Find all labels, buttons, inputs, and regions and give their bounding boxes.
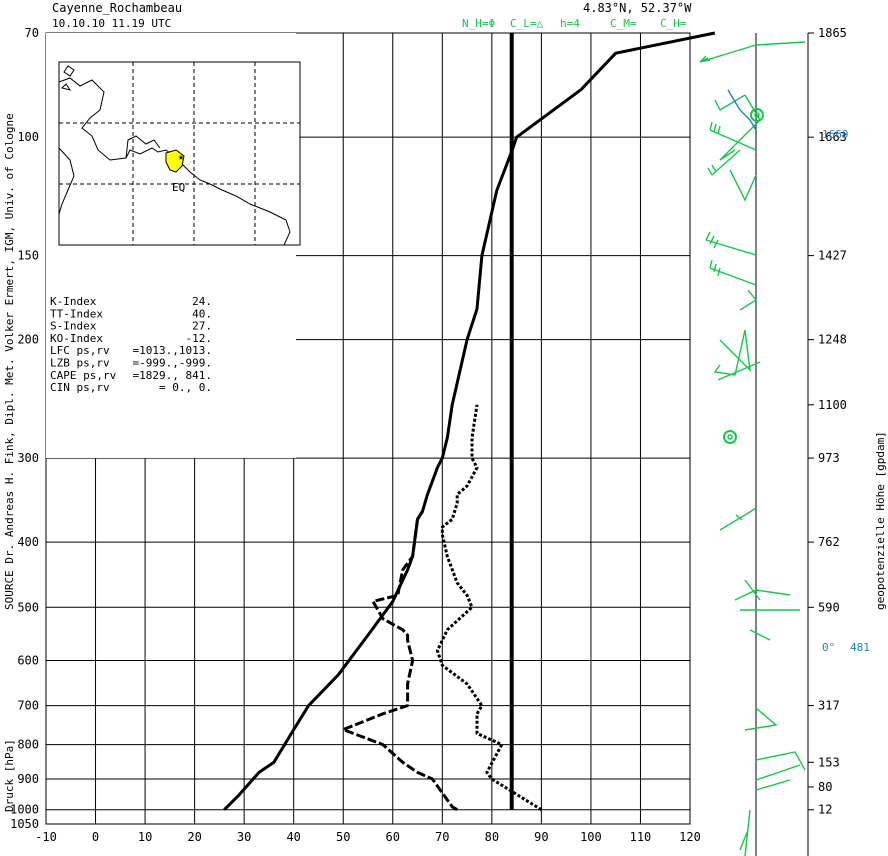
right-tick-label: 12: [818, 803, 832, 817]
cloud-code: C_H=: [660, 17, 687, 30]
wind-barbs: [699, 41, 806, 856]
right-tick-label: 153: [818, 755, 840, 769]
x-tick-label: 100: [580, 830, 602, 844]
station-name: Cayenne_Rochambeau: [52, 1, 182, 15]
x-tick-labels: -10 0 10 20 30 40 50 60 70 80 90 100 110 120: [35, 830, 701, 844]
cloud-code: N_H=Φ: [462, 17, 495, 30]
y-tick-label: 100: [17, 130, 39, 144]
right-tick-label: 1865: [818, 26, 847, 40]
x-tick-label: 50: [336, 830, 350, 844]
freezing-level-label: 0°: [822, 641, 835, 654]
cloud-code: C_L=△: [510, 17, 543, 30]
index-value: 27.: [192, 320, 212, 333]
cloud-code: C_M=: [610, 17, 637, 30]
index-name: LZB ps,rv: [50, 357, 110, 370]
right-tick-label: 973: [818, 451, 840, 465]
wind-barb-column: [699, 33, 809, 856]
y-tick-label: 300: [17, 451, 39, 465]
index-name: K-Index: [50, 295, 97, 308]
calm-circle-icon: [723, 430, 737, 444]
index-value: -12.: [186, 332, 213, 345]
series-line-dashed: [341, 510, 458, 811]
index-name: S-Index: [50, 320, 97, 333]
right-tick-label: 590: [818, 600, 840, 614]
series-line-dotted: [435, 404, 543, 811]
y-tick-label: 800: [17, 738, 39, 752]
cloud-code: h=4: [560, 17, 580, 30]
height-axis-label: geopotenzielle Höhe [gpdam]: [874, 431, 887, 610]
index-value: 40.: [192, 307, 212, 320]
x-tick-label: 20: [187, 830, 201, 844]
index-name: TT-Index: [50, 307, 103, 320]
x-tick-label: 80: [485, 830, 499, 844]
x-tick-label: 90: [534, 830, 548, 844]
index-name: LFC ps,rv: [50, 344, 110, 357]
right-tick-label: 80: [818, 780, 832, 794]
freezing-level-height: 481: [850, 641, 870, 654]
y-tick-label: 70: [25, 26, 39, 40]
y-tick-label: 400: [17, 535, 39, 549]
right-tick-label: 317: [818, 699, 840, 713]
x-tick-label: 60: [386, 830, 400, 844]
index-value: =1013.,1013.: [133, 344, 212, 357]
y-tick-label: 1000: [10, 803, 39, 817]
map-highlight: [165, 149, 185, 173]
calm-circle-icon: [750, 108, 764, 122]
index-name: KO-Index: [50, 332, 103, 345]
indices-table: K-Index 24. TT-Index 40. S-Index 27. KO-Index -…: [50, 295, 212, 394]
map-label: EQ: [172, 181, 185, 194]
y-tick-label: 600: [17, 654, 39, 668]
x-tick-label: -10: [35, 830, 57, 844]
x-tick-label: 110: [630, 830, 652, 844]
index-value: = 0., 0.: [159, 381, 212, 394]
source-label: SOURCE Dr. Andreas H. Fink, Dipl. Met. V…: [3, 113, 16, 610]
index-value: 24.: [192, 295, 212, 308]
x-tick-label: 10: [138, 830, 152, 844]
y-tick-label: 500: [17, 600, 39, 614]
pressure-axis-label: Druck [hPa]: [3, 739, 16, 812]
sounding-series: [223, 31, 716, 811]
index-name: CAPE ps,rv: [50, 369, 117, 382]
index-value: =-999.,-999.: [133, 357, 212, 370]
y-tick-label: 200: [17, 333, 39, 347]
x-tick-label: 120: [679, 830, 701, 844]
right-tick-label: 762: [818, 535, 840, 549]
right-tick-label: 1427: [818, 249, 847, 263]
x-tick-label: 30: [237, 830, 251, 844]
y-tick-label: 1050: [10, 817, 39, 831]
right-tick-label: 1248: [818, 333, 847, 347]
y-tick-label: 900: [17, 772, 39, 786]
x-tick-label: 40: [286, 830, 300, 844]
series-line-solid: [223, 31, 716, 811]
index-name: CIN ps,rv: [50, 381, 110, 394]
cloud-codes: N_H=Φ C_L=△ h=4 C_M= C_H=: [462, 17, 687, 30]
x-tick-label: 0: [92, 830, 99, 844]
datetime: 10.10.10 11.19 UTC: [52, 17, 171, 30]
y-tick-label: 150: [17, 249, 39, 263]
inset-map: EQ ★: [58, 61, 301, 246]
right-tick-label: 1663: [818, 130, 847, 144]
coordinates: 4.83°N, 52.37°W: [583, 1, 692, 15]
svg-text:★: ★: [178, 152, 184, 163]
height-annotation: 1669: [822, 128, 849, 141]
right-tick-label: 1100: [818, 398, 847, 412]
wind-trace-blue: [727, 89, 757, 131]
right-height-ticks: 1865 1663 1427 1248 1100 973 762 590 317 153 80 12: [808, 26, 847, 817]
x-tick-label: 70: [435, 830, 449, 844]
index-value: =1829., 841.: [133, 369, 212, 382]
y-tick-label: 700: [17, 699, 39, 713]
